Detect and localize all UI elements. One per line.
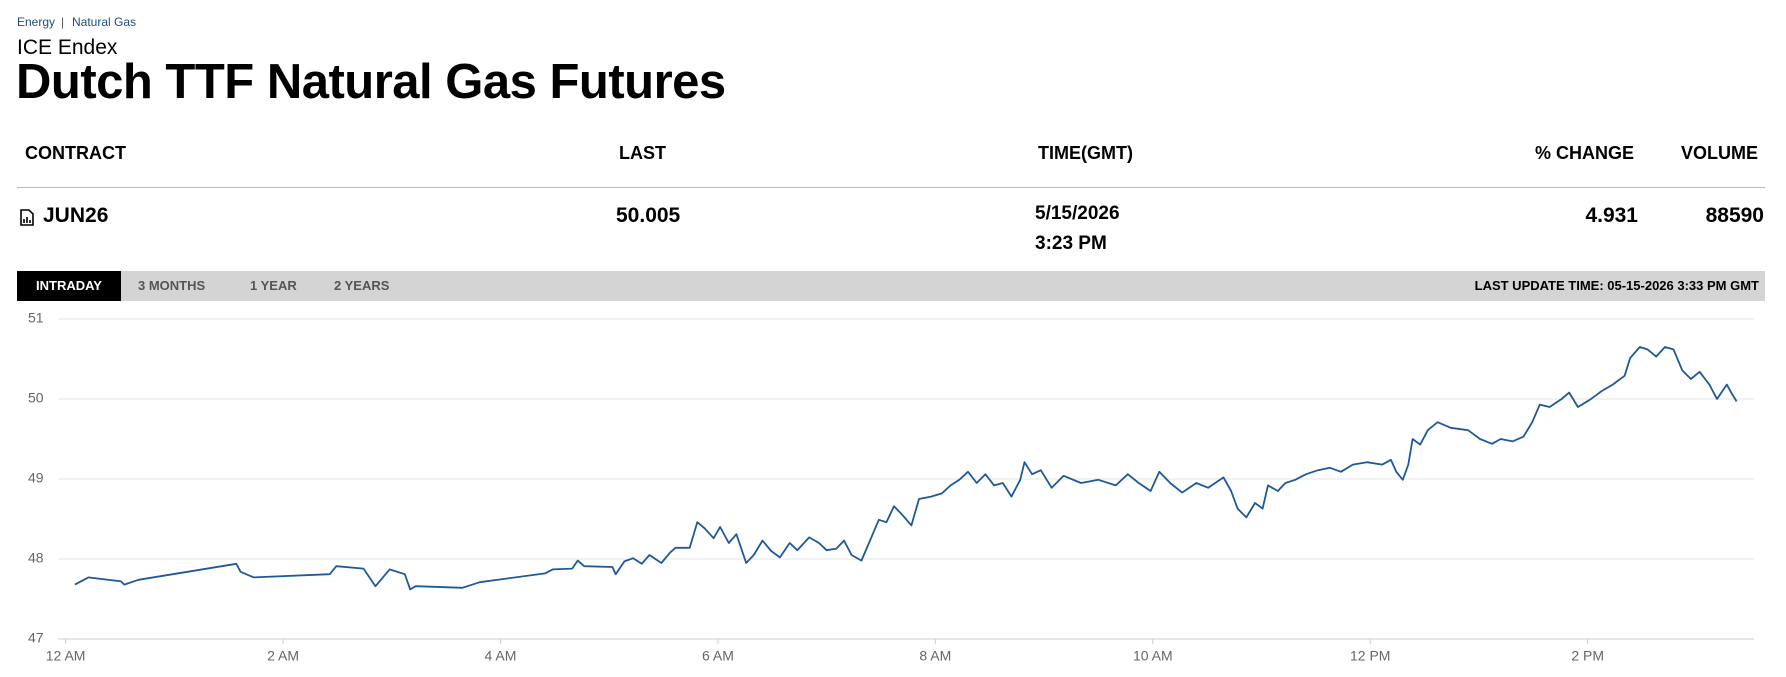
x-tick-label: 2 PM <box>1571 648 1604 664</box>
percent-change: 4.931 <box>1585 204 1638 227</box>
range-tab[interactable]: 1 YEAR <box>250 278 297 293</box>
column-header: VOLUME <box>1680 143 1758 163</box>
column-header: LAST <box>619 143 666 163</box>
x-tick-label: 6 AM <box>702 648 734 664</box>
x-tick-label: 10 AM <box>1133 648 1173 664</box>
exchange: ICE Endex <box>17 36 118 59</box>
tab-bar <box>17 271 1765 301</box>
breadcrumb-separator: | <box>61 15 65 29</box>
x-tick-label: 2 AM <box>267 648 299 664</box>
chart-icon[interactable] <box>20 209 34 226</box>
trade-time: 3:23 PM <box>1035 233 1107 254</box>
column-header: CONTRACT <box>25 143 126 163</box>
last-price: 50.005 <box>616 204 681 227</box>
x-tick-label: 4 AM <box>485 648 517 664</box>
range-tab[interactable]: 2 YEARS <box>334 278 390 293</box>
y-tick-label: 49 <box>28 470 44 486</box>
column-header: TIME(GMT) <box>1038 143 1133 163</box>
page-title: Dutch TTF Natural Gas Futures <box>16 55 726 109</box>
breadcrumb-link[interactable]: Energy <box>17 15 56 29</box>
trade-date: 5/15/2026 <box>1035 203 1120 224</box>
volume: 88590 <box>1705 204 1764 227</box>
range-tab[interactable]: 3 MONTHS <box>138 278 206 293</box>
y-tick-label: 47 <box>28 630 44 646</box>
y-tick-label: 48 <box>28 550 44 566</box>
x-tick-label: 12 PM <box>1350 648 1390 664</box>
divider <box>17 187 1765 188</box>
range-tab[interactable]: INTRADAY <box>17 271 121 301</box>
column-header: % CHANGE <box>1534 143 1634 163</box>
last-update: LAST UPDATE TIME: 05-15-2026 3:33 PM GMT <box>1474 278 1759 293</box>
x-tick-label: 8 AM <box>919 648 951 664</box>
breadcrumb-link[interactable]: Natural Gas <box>72 15 137 29</box>
y-tick-label: 51 <box>28 310 44 326</box>
price-line <box>74 346 1738 591</box>
x-tick-label: 12 AM <box>46 648 86 664</box>
contract: JUN26 <box>43 204 109 227</box>
y-tick-label: 50 <box>28 390 44 406</box>
